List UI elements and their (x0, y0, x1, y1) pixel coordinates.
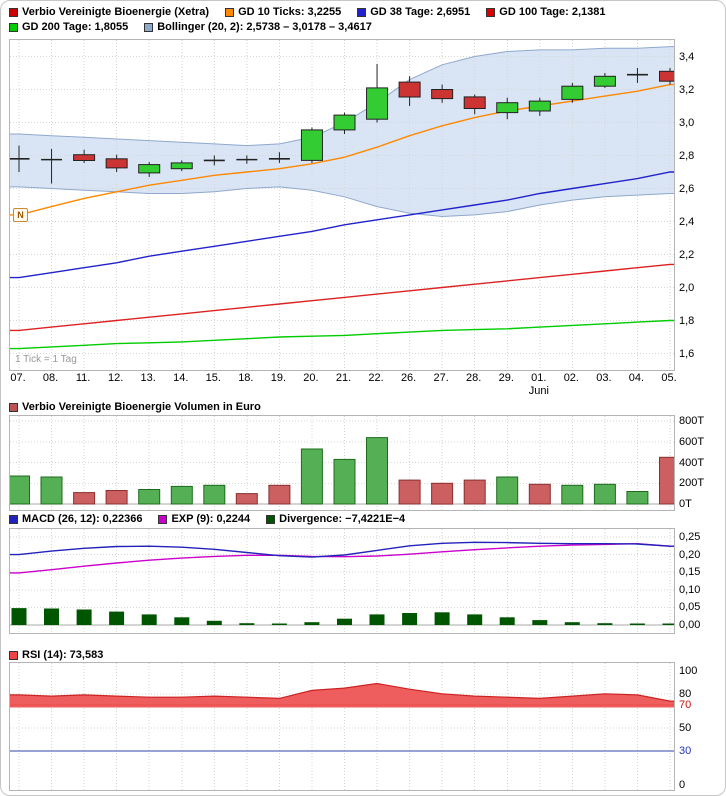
x-axis-date-label: 08. (42, 372, 59, 384)
y-axis-tick-label: 0,25 (679, 531, 701, 543)
gd38-series-swatch (357, 7, 367, 17)
legend-item-gd10: GD 10 Ticks: 3,2255 (225, 6, 341, 18)
volume-series-label: Verbio Vereinigte Bioenergie Volumen in … (22, 401, 261, 413)
x-axis-date-label: 18. (238, 372, 254, 384)
x-axis-date-label: 29. (498, 372, 514, 384)
volume-chart-panel (9, 415, 675, 511)
tick-scale-note: 1 Tick = 1 Tag (15, 354, 77, 365)
legend-item-gd200: GD 200 Tage: 1,8055 (9, 21, 128, 33)
y-axis-tick-label: 400T (679, 456, 705, 469)
y-axis-tick-label: 2,6 (679, 182, 695, 195)
gd100-series-label: GD 100 Tage: 2,1381 (499, 6, 606, 18)
legend-item-gd38: GD 38 Tage: 2,6951 (357, 6, 470, 18)
y-axis-tick-label: 3,4 (679, 50, 695, 63)
y-axis-tick-label: 800T (679, 415, 705, 427)
macd-series-label: MACD (26, 12): 0,22366 (22, 513, 143, 525)
x-axis-date-label: 27. (433, 372, 449, 384)
rsi-legend-row: RSI (14): 73,583 (9, 648, 103, 662)
x-axis-date-label: 19. (270, 372, 287, 384)
y-axis-tick-label: 50 (679, 722, 692, 734)
price-chart-panel: N 1 Tick = 1 Tag (9, 39, 675, 371)
x-axis-date-label: 11. (75, 372, 91, 384)
y-axis-tick-label: 70 (679, 699, 692, 712)
macd-series-swatch (9, 514, 18, 524)
y-axis-tick-label: 1,6 (679, 347, 695, 360)
y-axis-tick-label: 0,15 (679, 566, 701, 579)
bollinger-series-label: Bollinger (20, 2): 2,5738 – 3,0178 – 3,4… (157, 21, 372, 33)
gd10-series-label: GD 10 Ticks: 3,2255 (238, 6, 342, 18)
legend-item-gd100: GD 100 Tage: 2,1381 (486, 6, 605, 18)
macd-line-chart (10, 529, 674, 633)
legend-item-bollinger: Bollinger (20, 2): 2,5738 – 3,0178 – 3,4… (144, 21, 372, 33)
price-series-swatch (9, 7, 18, 17)
divergence-series-label: Divergence: −7,4221E−4 (279, 513, 406, 525)
volume-bar-chart (10, 416, 674, 510)
gd200-series-label: GD 200 Tage: 1,8055 (22, 21, 129, 33)
y-axis-tick-label: 100 (679, 665, 698, 677)
y-axis-tick-label: 200T (679, 477, 705, 490)
x-axis-date-label: 02. (563, 372, 579, 384)
y-axis-tick-label: 2,0 (679, 281, 695, 294)
y-axis-tick-label: 0,05 (679, 601, 701, 614)
news-marker[interactable]: N (13, 208, 28, 222)
gd200-series-swatch (9, 22, 18, 32)
macd-legend-row: MACD (26, 12): 0,22366 EXP (9): 0,2244 D… (9, 512, 405, 526)
rsi-area-chart (10, 663, 674, 790)
x-axis-date-label: 13. (140, 372, 156, 384)
x-axis-date-label: 22. (368, 372, 384, 384)
price-candlestick-chart (10, 40, 674, 370)
divergence-series-swatch (266, 514, 276, 524)
x-axis-date-label: 26. (400, 372, 417, 384)
exp-series-swatch (158, 514, 168, 524)
rsi-series-label: RSI (14): 73,583 (22, 649, 104, 661)
price-legend-row-1: Verbio Vereinigte Bioenergie (Xetra) GD … (9, 5, 605, 19)
macd-chart-panel (9, 528, 675, 634)
x-axis-date-label: 15. (205, 372, 221, 384)
x-axis-date-label: 04. (628, 372, 645, 384)
x-axis-date-label: 12. (107, 372, 124, 384)
rsi-series-swatch (9, 650, 18, 660)
y-axis-tick-label: 1,8 (679, 314, 695, 327)
y-axis-tick-label: 600T (679, 435, 705, 448)
price-series-label: Verbio Vereinigte Bioenergie (Xetra) (22, 6, 210, 18)
x-axis-date-label: 05. (661, 372, 677, 384)
price-legend-row-2: GD 200 Tage: 1,8055 Bollinger (20, 2): 2… (9, 20, 372, 34)
x-axis-date-label: 28. (466, 372, 482, 384)
legend-item-price: Verbio Vereinigte Bioenergie (Xetra) (9, 6, 209, 18)
x-axis-date-label: 20. (303, 372, 319, 384)
volume-series-swatch (9, 402, 18, 412)
gd10-series-swatch (225, 7, 235, 17)
y-axis-tick-label: 2,8 (679, 149, 695, 162)
rsi-chart-panel (9, 662, 675, 791)
volume-legend-row: Verbio Vereinigte Bioenergie Volumen in … (9, 400, 261, 414)
x-axis-date-label: 14. (173, 372, 189, 384)
y-axis-tick-label: 0 (679, 779, 686, 791)
month-axis-label: Juni (528, 385, 549, 397)
legend-item-volume: Verbio Vereinigte Bioenergie Volumen in … (9, 401, 261, 413)
legend-item-exp: EXP (9): 0,2244 (158, 513, 250, 525)
y-axis-tick-label: 0,00 (679, 619, 701, 631)
y-axis-tick-label: 2,2 (679, 248, 695, 261)
x-axis-date-label: 21. (335, 372, 352, 384)
y-axis-tick-label: 3,2 (679, 83, 695, 96)
legend-item-macd: MACD (26, 12): 0,22366 (9, 513, 142, 525)
x-axis-date-labels: 07. 08. 11. 12. 13. 14. 15. 18. 19. 20. 21. 22. 26. 2… (9, 372, 699, 385)
x-axis-date-label: 01. (531, 372, 547, 384)
y-axis-tick-label: 0T (679, 498, 692, 510)
y-axis-tick-label: 2,4 (679, 215, 695, 228)
legend-item-rsi: RSI (14): 73,583 (9, 649, 103, 661)
y-axis-tick-label: 30 (679, 744, 692, 757)
bollinger-series-swatch (144, 22, 154, 32)
y-axis-tick-label: 0,20 (679, 548, 701, 561)
x-axis-date-label: 03. (596, 372, 612, 384)
gd100-series-swatch (486, 7, 496, 17)
legend-item-divergence: Divergence: −7,4221E−4 (266, 513, 405, 525)
exp-series-label: EXP (9): 0,2244 (171, 513, 251, 525)
y-axis-tick-label: 3,0 (679, 116, 695, 129)
gd38-series-label: GD 38 Tage: 2,6951 (370, 6, 471, 18)
x-axis-date-label: 07. (10, 372, 26, 384)
y-axis-tick-label: 80 (679, 687, 692, 700)
y-axis-tick-label: 0,10 (679, 583, 701, 596)
